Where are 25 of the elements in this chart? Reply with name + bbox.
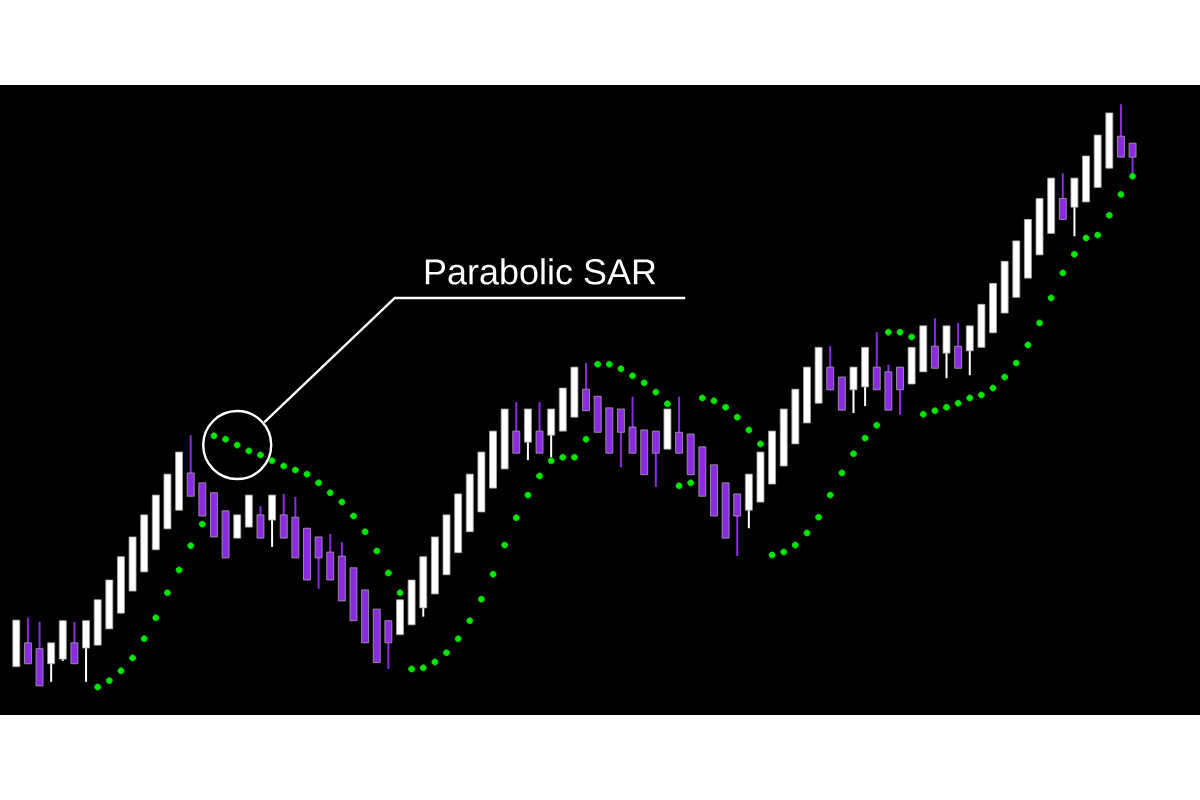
candlestick [233,513,242,540]
candlestick [617,408,625,469]
candlestick [24,616,32,665]
candlestick [70,620,79,665]
candlestick [849,366,858,415]
candlestick [1117,103,1125,159]
annotation: Parabolic SAR [425,258,656,285]
candlestick [582,362,590,412]
candlestick [872,331,881,391]
candlestick [651,430,660,488]
candlestick [826,345,835,391]
candlestick [954,321,963,370]
candlestick [512,401,521,455]
candlestick [1058,172,1067,221]
candlestick [896,366,904,416]
candlestick [314,535,323,590]
candlestick [186,434,195,498]
candlestick [256,505,265,540]
candlestick [931,317,939,370]
candlestick [535,401,544,455]
candlestick [47,641,56,683]
candlestick [384,619,393,670]
candlestick [675,395,683,455]
candlestick [279,492,288,540]
candlestick [733,492,742,558]
